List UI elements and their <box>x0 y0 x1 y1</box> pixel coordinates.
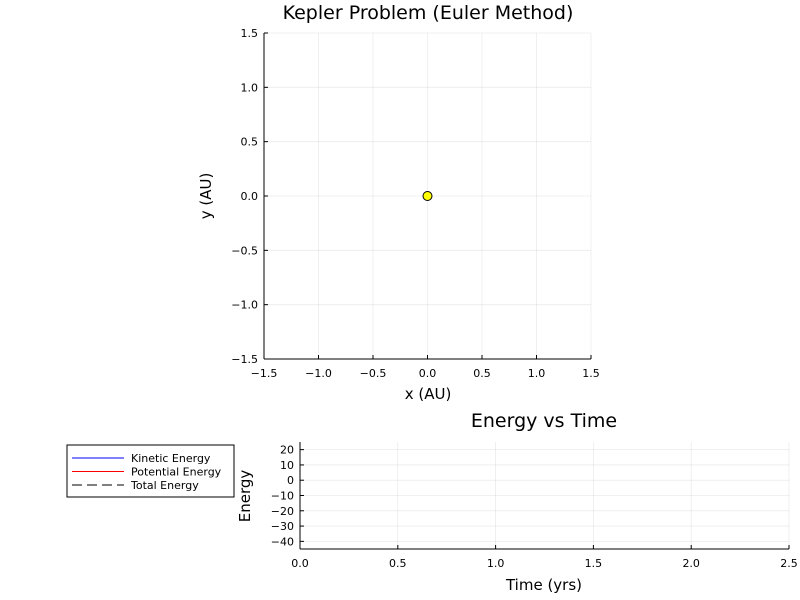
energy-y-label: Energy <box>236 470 254 523</box>
orbit-x-tick-label: −1.0 <box>305 367 332 380</box>
orbit-points <box>422 191 433 201</box>
legend-label: Potential Energy <box>131 466 222 479</box>
legend-box <box>66 444 235 498</box>
energy-x-tick-label: 1.5 <box>585 557 603 570</box>
orbit-grid <box>263 32 592 360</box>
orbit-y-tick-label: 1.5 <box>241 27 259 40</box>
energy-x-tick-label: 0.5 <box>389 557 407 570</box>
orbit-y-tick-label: −0.5 <box>231 244 258 257</box>
energy-y-tick-label: −30 <box>271 520 294 533</box>
energy-x-label: Time (yrs) <box>505 576 582 594</box>
orbit-y-tick-label: −1.5 <box>231 353 258 366</box>
energy-plot: Energy vs Time 0.0 0.5 1.0 1.5 2.0 2.5 20 10 0 −… <box>236 410 798 594</box>
energy-y-tick-label: 20 <box>280 444 294 457</box>
energy-y-ticks: 20 10 0 −10 −20 −30 −40 <box>271 444 304 548</box>
energy-y-tick-label: −10 <box>271 490 294 503</box>
energy-x-tick-label: 2.5 <box>780 557 798 570</box>
orbit-y-ticks: −1.5 −1.0 −0.5 0.0 0.5 1.0 1.5 <box>231 27 268 366</box>
orbit-x-tick-label: 0.0 <box>419 367 437 380</box>
orbit-plot: Kepler Problem (Euler Method) −1.5 −1.0 −0… <box>197 2 600 403</box>
energy-y-tick-label: 10 <box>280 459 294 472</box>
orbit-x-tick-label: −1.5 <box>251 367 278 380</box>
orbit-y-tick-label: 0.5 <box>241 136 259 149</box>
orbit-x-ticks: −1.5 −1.0 −0.5 0.0 0.5 1.0 1.5 <box>251 355 600 380</box>
orbit-x-tick-label: −0.5 <box>360 367 387 380</box>
legend-label: Kinetic Energy <box>131 452 211 465</box>
energy-grid <box>299 442 790 549</box>
energy-y-tick-label: −40 <box>271 535 294 548</box>
orbit-title: Kepler Problem (Euler Method) <box>283 2 574 24</box>
energy-x-tick-label: 1.0 <box>487 557 505 570</box>
sun-marker <box>422 191 433 201</box>
orbit-y-label: y (AU) <box>197 173 215 220</box>
orbit-x-label: x (AU) <box>405 385 452 403</box>
energy-x-tick-label: 0.0 <box>291 557 309 570</box>
energy-y-tick-label: 0 <box>287 474 294 487</box>
energy-title: Energy vs Time <box>471 410 617 432</box>
orbit-y-tick-label: 1.0 <box>241 81 259 94</box>
legend-label: Total Energy <box>130 479 199 492</box>
orbit-x-tick-label: 0.5 <box>473 367 491 380</box>
energy-x-ticks: 0.0 0.5 1.0 1.5 2.0 2.5 <box>291 545 798 570</box>
energy-x-tick-label: 2.0 <box>682 557 700 570</box>
orbit-x-tick-label: 1.5 <box>582 367 600 380</box>
orbit-y-tick-label: 0.0 <box>241 190 259 203</box>
orbit-x-tick-label: 1.0 <box>528 367 546 380</box>
energy-y-tick-label: −20 <box>271 505 294 518</box>
orbit-y-tick-label: −1.0 <box>231 299 258 312</box>
